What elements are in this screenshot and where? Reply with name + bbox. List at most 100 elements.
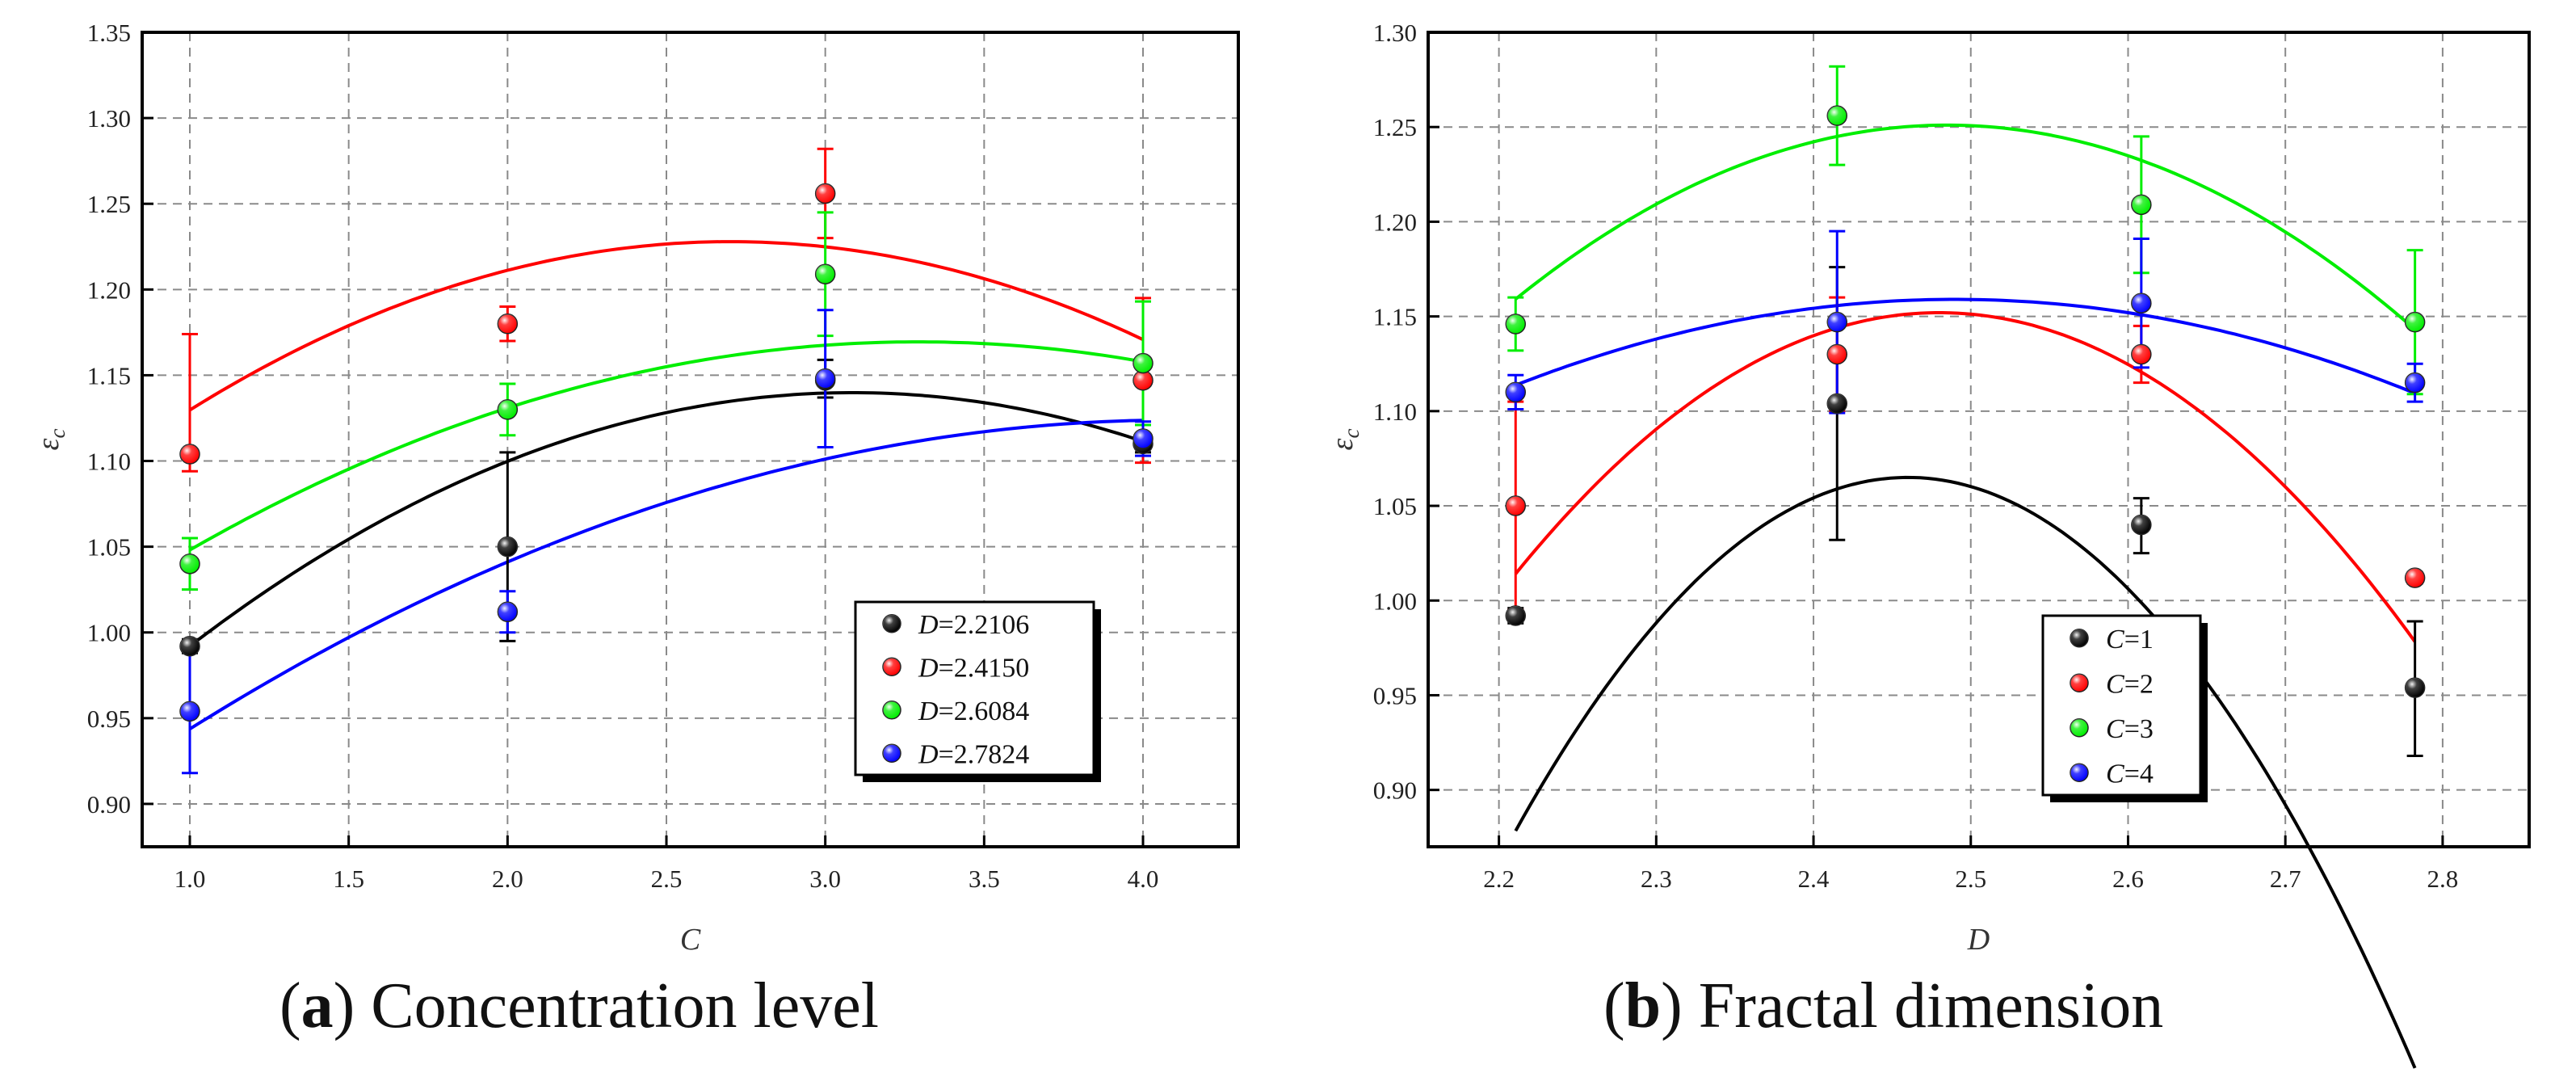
chart-panel-a: 1.0 1.5 2.0 2.5 3.0 3.5 4.0 0.90 0.95 1.00 1.05 1.1… (32, 19, 1240, 957)
legend-label-value: =2.6084 (939, 696, 1030, 726)
data-point-highlight (498, 602, 518, 622)
x-tick-label: 2.0 (492, 865, 523, 893)
legend-marker-highlight (883, 701, 901, 719)
data-point-highlight (2131, 195, 2151, 215)
y-tick-label: 0.95 (87, 705, 131, 733)
data-point-highlight (1133, 370, 1153, 390)
y-axis-label-symbol: ε (1326, 438, 1359, 450)
x-tick-label: 2.2 (1483, 865, 1515, 893)
caption-b: (b) Fractal dimension (1603, 970, 2164, 1041)
legend-label-value: =2.4150 (939, 653, 1030, 683)
legend-label: D=2.2106 (918, 610, 1029, 640)
caption-a: (a) Concentration level (279, 970, 879, 1041)
x-tick-label: 3.0 (809, 865, 841, 893)
legend-marker-highlight (883, 614, 901, 633)
legend-marker-highlight (883, 744, 901, 763)
legend-label-var: D (918, 739, 939, 769)
legend-label-value: =4 (2124, 759, 2154, 789)
data-point-highlight (180, 701, 200, 722)
x-tick-label: 2.8 (2427, 865, 2459, 893)
data-point-highlight (2405, 678, 2425, 698)
data-point-highlight (2131, 344, 2151, 364)
data-point-highlight (1506, 382, 1526, 402)
legend-marker-highlight (2070, 674, 2088, 692)
legend-label: C=1 (2106, 625, 2154, 654)
data-point-highlight (1506, 606, 1526, 626)
legend-label: D=2.7824 (918, 739, 1029, 769)
y-tick-label: 1.05 (1373, 492, 1417, 520)
data-point-highlight (498, 536, 518, 557)
y-tick-label: 1.20 (87, 276, 131, 304)
legend-label-var: C (2106, 759, 2124, 789)
data-point-highlight (180, 636, 200, 656)
y-tick-label: 0.90 (1373, 776, 1417, 805)
x-tick-label: 1.0 (174, 865, 206, 893)
data-point-highlight (1827, 393, 1847, 414)
data-point-highlight (1827, 344, 1847, 364)
data-point-highlight (180, 553, 200, 574)
x-tick-label: 3.5 (969, 865, 1000, 893)
fit-curve (189, 340, 1144, 552)
fit-curve (188, 240, 1144, 412)
y-tick-label: 0.90 (87, 790, 131, 818)
y-tick-label: 1.30 (1373, 19, 1417, 47)
fit-curve (1514, 475, 2417, 1069)
legend-label-value: =2.2106 (939, 610, 1030, 640)
caption-b-tag: b (1624, 970, 1662, 1041)
legend-label: C=2 (2106, 669, 2154, 699)
y-axis-label-subscript: c (45, 429, 69, 439)
data-point-highlight (815, 368, 835, 389)
x-tick-label: 2.5 (651, 865, 683, 893)
data-point-highlight (498, 313, 518, 334)
legend-label: C=3 (2106, 714, 2154, 744)
data-point-highlight (2405, 568, 2425, 588)
legend-label-value: =2.7824 (939, 739, 1030, 769)
x-tick-label: 2.7 (2270, 865, 2301, 893)
y-tick-label: 1.10 (87, 448, 131, 476)
chart-panel-b: 2.2 2.3 2.4 2.5 2.6 2.7 2.8 0.90 0.95 1.00 1.05 1.1… (1326, 19, 2531, 1069)
fit-curve (1515, 297, 2416, 395)
plot-frame (141, 31, 1240, 848)
legend-label-value: =3 (2124, 714, 2154, 744)
caption-a-text: Concentration level (355, 970, 879, 1041)
fit-curve (188, 391, 1144, 648)
legend-marker-highlight (2070, 764, 2088, 782)
y-tick-label: 1.20 (1373, 208, 1417, 236)
data-point-highlight (2405, 312, 2425, 332)
legend-label: D=2.6084 (918, 696, 1029, 726)
legend-box (2041, 614, 2202, 797)
x-axis-label: D (1967, 923, 1990, 957)
legend-label-value: =1 (2124, 625, 2154, 654)
y-tick-label: 1.05 (87, 533, 131, 562)
legend-marker-highlight (2070, 718, 2088, 737)
legend-label-var: C (2106, 625, 2124, 654)
y-axis-label-subscript: c (1339, 429, 1364, 439)
y-tick-label: 0.95 (1373, 681, 1417, 709)
x-tick-label: 2.6 (2112, 865, 2144, 893)
legend-marker-highlight (2070, 629, 2088, 647)
legend-label-var: D (918, 653, 939, 683)
data-point-highlight (1133, 353, 1153, 373)
data-point-highlight (1827, 312, 1847, 332)
y-tick-label: 1.30 (87, 104, 131, 133)
data-point-highlight (1133, 428, 1153, 448)
data-point-highlight (1827, 106, 1847, 126)
x-tick-label: 2.3 (1641, 865, 1672, 893)
legend-label-var: C (2106, 714, 2124, 744)
plot-frame (1427, 31, 2531, 848)
fit-curve (1515, 123, 2416, 331)
legend-label-value: =2 (2124, 669, 2154, 699)
data-point-highlight (815, 264, 835, 284)
y-tick-label: 1.25 (1373, 113, 1417, 141)
y-tick-label: 1.15 (87, 361, 131, 389)
legend-label: D=2.4150 (918, 653, 1029, 683)
legend-label-var: D (918, 610, 939, 640)
x-tick-label: 4.0 (1128, 865, 1159, 893)
x-tick-label: 2.4 (1798, 865, 1830, 893)
data-point-highlight (1506, 496, 1526, 516)
y-tick-label: 1.15 (1373, 303, 1417, 331)
x-tick-label: 1.5 (333, 865, 364, 893)
data-point-highlight (2405, 372, 2425, 393)
y-tick-label: 1.00 (1373, 587, 1417, 615)
